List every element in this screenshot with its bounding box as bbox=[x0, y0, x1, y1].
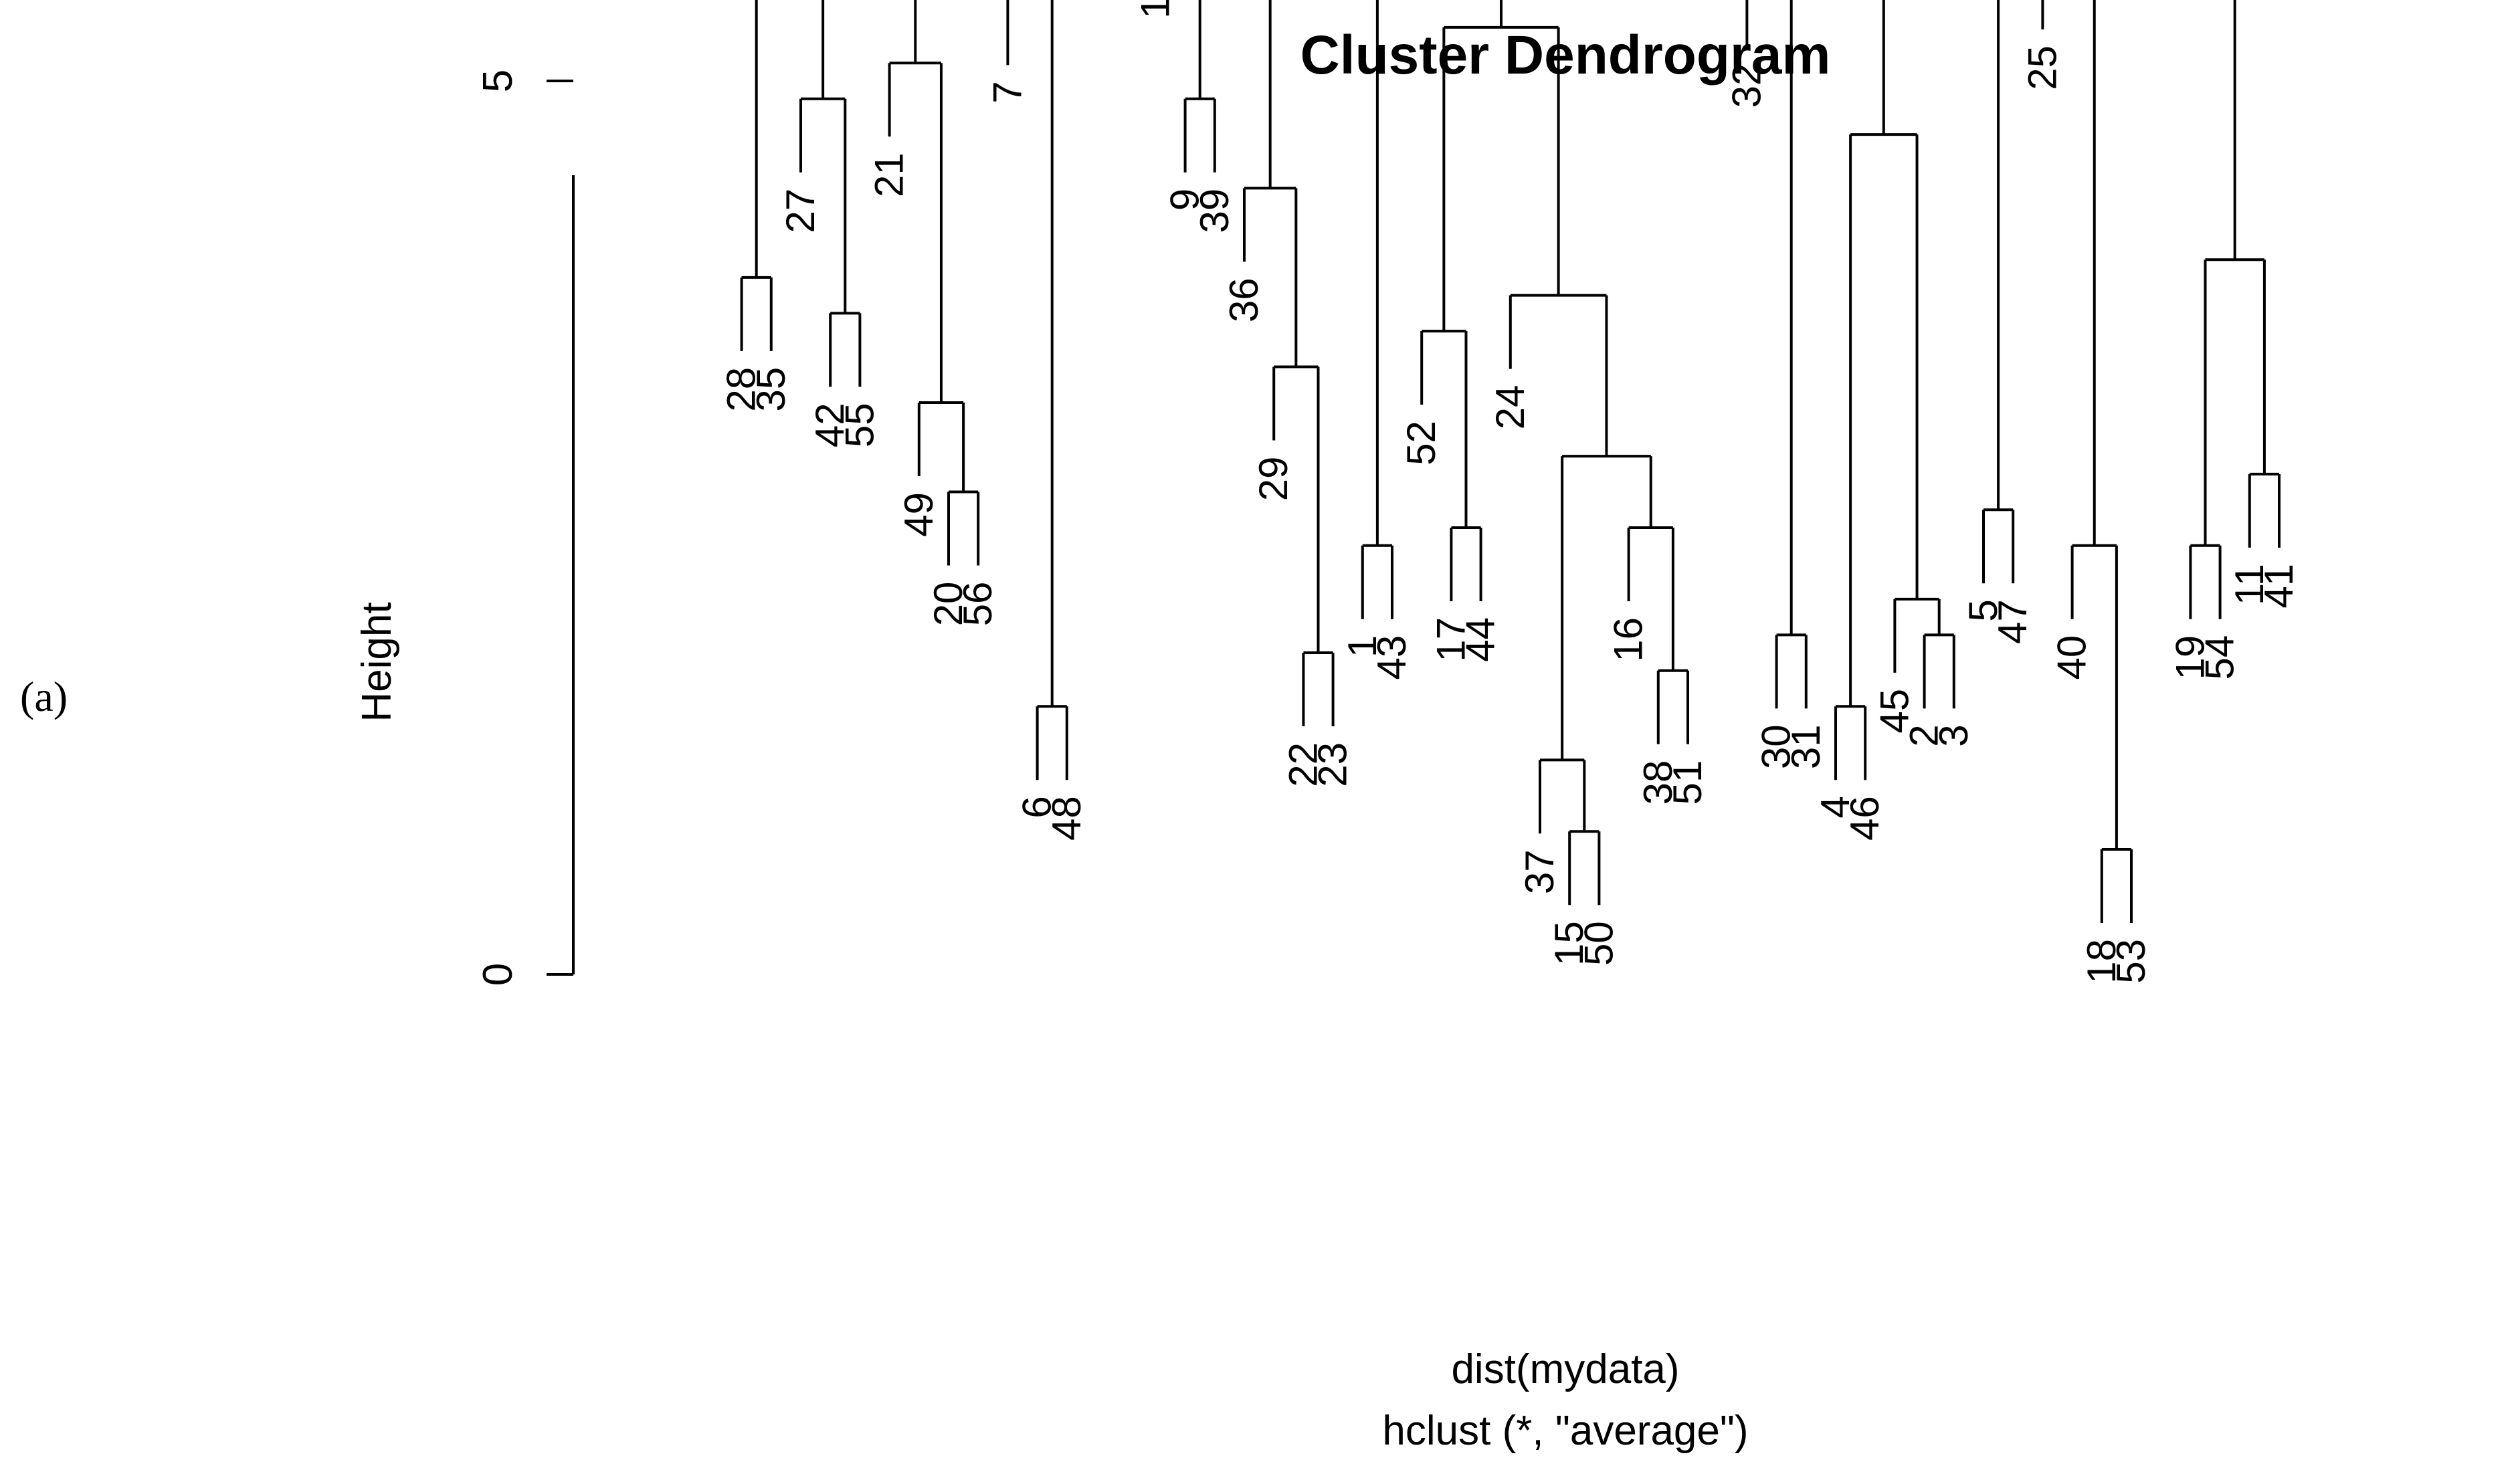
leaf-label: 38 bbox=[1636, 760, 1680, 805]
leaf-label: 22 bbox=[1280, 742, 1325, 787]
leaf-label: 6 bbox=[1015, 796, 1060, 818]
leaf-label: 27 bbox=[778, 189, 823, 233]
leaf-label: 16 bbox=[1606, 617, 1651, 662]
leaf-label: 52 bbox=[1399, 421, 1444, 465]
leaf-label: 51 bbox=[1665, 760, 1710, 805]
leaf-label: 56 bbox=[955, 582, 1000, 627]
leaf-label: 3 bbox=[1931, 724, 1976, 746]
leaf-label: 20 bbox=[926, 582, 971, 627]
leaf-label: 53 bbox=[2109, 939, 2153, 984]
leaf-label: 11 bbox=[2227, 564, 2272, 605]
leaf-label: 49 bbox=[896, 492, 941, 537]
leaf-label: 24 bbox=[1488, 385, 1533, 430]
y-axis-label: Height bbox=[354, 602, 400, 722]
leaf-label: 31 bbox=[1783, 724, 1828, 769]
leaf-label: 35 bbox=[749, 367, 793, 412]
dendrogram-tree bbox=[740, 0, 2281, 923]
leaf-label: 25 bbox=[2020, 45, 2064, 90]
method-label: hclust (*, "average") bbox=[1382, 1408, 1748, 1454]
chart-title: Cluster Dendrogram bbox=[1300, 25, 1831, 86]
leaf-label: 7 bbox=[985, 81, 1030, 103]
leaf-label: 42 bbox=[807, 403, 852, 447]
leaf-label: 15 bbox=[1547, 921, 1591, 966]
leaf-label: 17 bbox=[1428, 617, 1473, 662]
leaf-label: 37 bbox=[1517, 849, 1562, 894]
y-tick-label: 5 bbox=[475, 70, 521, 92]
leaf-label: 48 bbox=[1044, 796, 1089, 841]
y-tick-label: 0 bbox=[475, 963, 521, 986]
leaf-label: 39 bbox=[1192, 189, 1237, 233]
y-axis: 05101520 bbox=[475, 70, 575, 986]
leaf-label: 1 bbox=[1340, 635, 1385, 657]
leaf-label: 18 bbox=[2079, 939, 2124, 984]
leaf-label: 30 bbox=[1754, 724, 1799, 769]
leaf-label: 19 bbox=[2167, 635, 2212, 680]
leaf-label: 28 bbox=[719, 367, 764, 412]
leaf-label: 2 bbox=[1902, 724, 1947, 746]
leaf-label: 41 bbox=[2256, 564, 2301, 609]
leaf-label: 10 bbox=[1133, 0, 1177, 19]
panel-label: (a) bbox=[20, 673, 68, 720]
leaf-labels: 1314283542552720564921648712333493910222… bbox=[719, 0, 2301, 984]
leaf-label: 21 bbox=[867, 152, 912, 197]
leaf-label: 4 bbox=[1813, 796, 1858, 818]
leaf-label: 46 bbox=[1842, 796, 1887, 841]
leaf-label: 32 bbox=[1724, 64, 1769, 108]
leaf-label: 9 bbox=[1163, 189, 1207, 211]
leaf-label: 55 bbox=[837, 403, 882, 447]
leaf-label: 23 bbox=[1311, 742, 1355, 787]
leaf-label: 29 bbox=[1251, 457, 1296, 502]
leaf-label: 47 bbox=[1990, 599, 2035, 644]
leaf-label: 5 bbox=[1961, 599, 2006, 621]
leaf-label: 45 bbox=[1872, 689, 1917, 734]
leaf-label: 44 bbox=[1458, 617, 1503, 662]
leaf-label: 50 bbox=[1576, 921, 1621, 966]
leaf-label: 36 bbox=[1222, 278, 1266, 322]
x-axis-label: dist(mydata) bbox=[1451, 1346, 1679, 1392]
leaf-label: 43 bbox=[1369, 635, 1414, 680]
leaf-label: 54 bbox=[2198, 635, 2242, 680]
leaf-label: 40 bbox=[2050, 635, 2095, 680]
